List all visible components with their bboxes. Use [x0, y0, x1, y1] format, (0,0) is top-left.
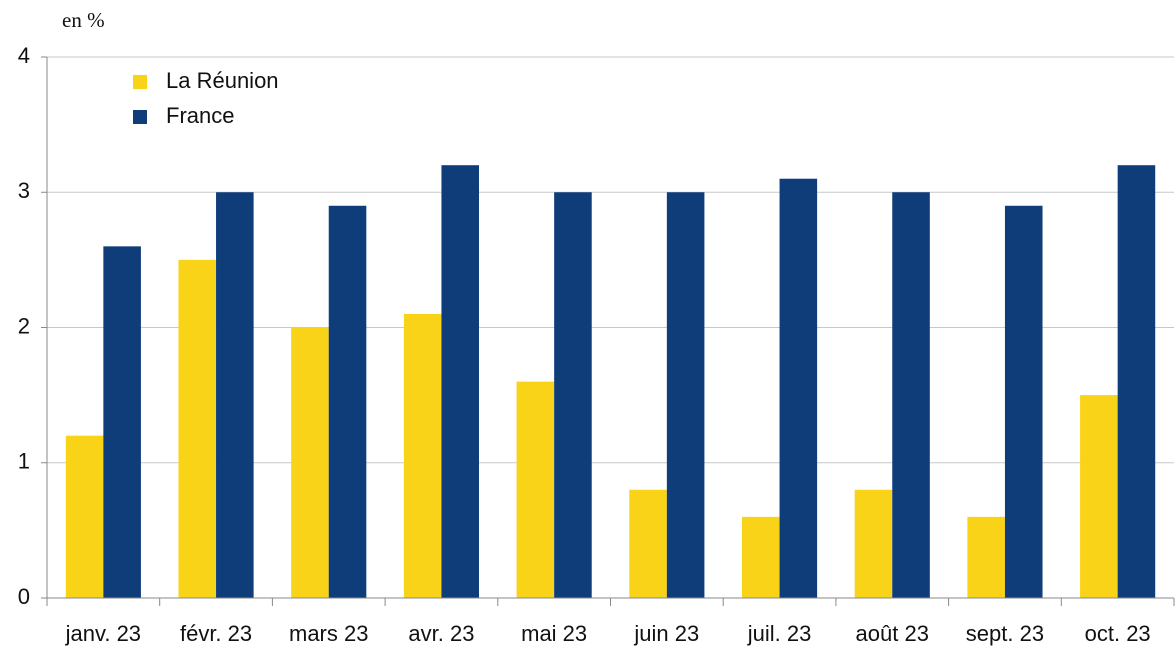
y-tick-label: 4 — [18, 43, 30, 68]
bar — [854, 489, 893, 598]
bar — [216, 192, 254, 598]
bar — [554, 192, 592, 598]
x-tick-label: sept. 23 — [966, 621, 1044, 646]
x-tick-label: oct. 23 — [1085, 621, 1151, 646]
x-tick-label: août 23 — [856, 621, 929, 646]
y-tick-label: 0 — [18, 584, 30, 609]
y-tick-label: 1 — [18, 449, 30, 474]
bar — [65, 435, 104, 598]
bar — [892, 192, 930, 598]
x-tick-label: mars 23 — [289, 621, 368, 646]
bar — [967, 516, 1005, 598]
bar — [178, 259, 217, 598]
bar — [516, 381, 555, 598]
x-tick-label: avr. 23 — [408, 621, 474, 646]
x-tick-label: juil. 23 — [747, 621, 812, 646]
bar — [1004, 205, 1043, 598]
legend-swatch — [133, 75, 147, 89]
bar — [291, 327, 329, 598]
bar — [441, 165, 480, 598]
bar — [741, 516, 780, 598]
y-tick-label: 3 — [18, 178, 30, 203]
bar — [666, 192, 705, 598]
legend-swatch — [133, 110, 147, 124]
bar — [1080, 395, 1118, 598]
bar — [629, 489, 667, 598]
x-tick-label: févr. 23 — [180, 621, 252, 646]
bar — [779, 178, 818, 598]
bar — [403, 313, 442, 598]
x-tick-label: janv. 23 — [65, 621, 141, 646]
bar — [328, 205, 367, 598]
bar — [1117, 165, 1156, 598]
y-axis-label: en % — [62, 8, 105, 32]
x-tick-label: mai 23 — [521, 621, 587, 646]
bar — [103, 246, 141, 598]
legend-label: La Réunion — [166, 68, 279, 93]
x-tick-label: juin 23 — [633, 621, 699, 646]
legend-label: France — [166, 103, 234, 128]
y-tick-label: 2 — [18, 313, 30, 338]
